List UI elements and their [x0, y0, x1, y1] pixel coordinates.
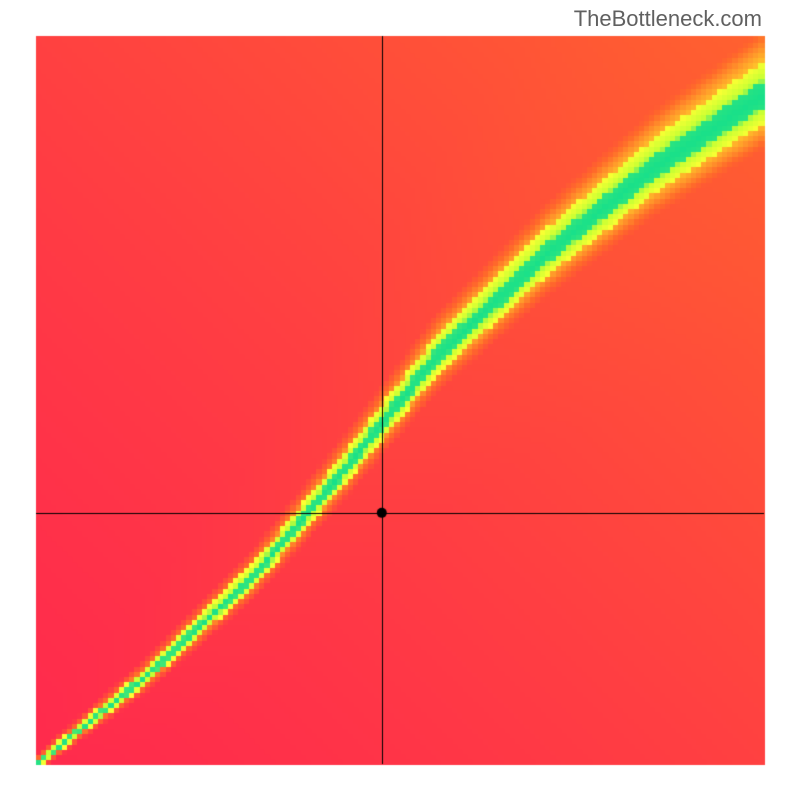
watermark-text: TheBottleneck.com [574, 6, 762, 32]
chart-container: TheBottleneck.com [0, 0, 800, 800]
bottleneck-heatmap [0, 0, 800, 800]
